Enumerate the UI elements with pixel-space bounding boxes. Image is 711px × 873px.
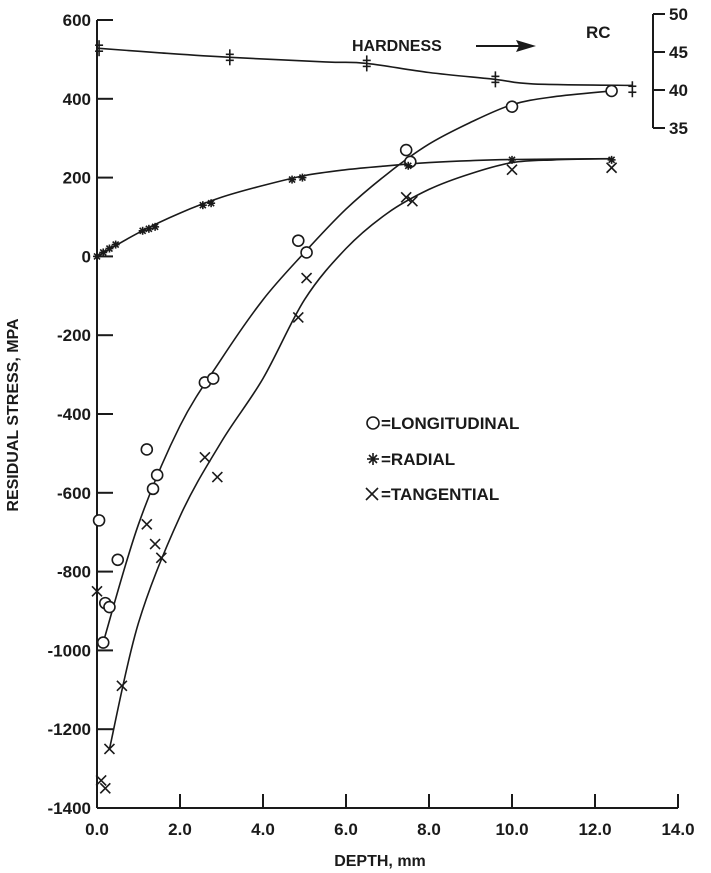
y-tick-label: -1400 [48,799,91,818]
legend-label-longitudinal: =LONGITUDINAL [381,414,519,433]
tangential-point [301,272,313,284]
tangential-point [155,552,167,564]
radial-point [298,173,307,182]
hardness-annotation: HARDNESS [352,38,536,55]
tangential-point [116,680,128,692]
x-tick-label: 10.0 [495,820,528,839]
legend-entry-tangential: =TANGENTIAL [365,485,499,504]
radial-point [207,199,216,208]
radial-point [99,248,108,257]
radial-point [607,155,616,164]
radial-point [198,201,207,210]
data-points [91,40,637,794]
tangential-point [141,518,153,530]
longitudinal-point [605,84,618,98]
x-tick-label: 2.0 [168,820,192,839]
tangential-point [211,471,223,483]
hardness-point [362,55,371,72]
y-tick-label: 200 [63,169,91,188]
longitudinal-point [206,372,220,385]
longitudinal-point [111,553,125,567]
longitudinal-point [92,514,106,527]
tangential-point [292,311,304,324]
fit-curves [96,47,633,750]
x-tick-label: 4.0 [251,820,275,839]
radial-point [508,155,516,164]
y-tick-label: -400 [57,405,91,424]
tangential-point [99,782,111,794]
y-tick-label: -1000 [48,641,91,660]
tangential-point [606,162,618,174]
axes [96,14,678,809]
secondary-tick-label: 50 [669,5,688,24]
legend-entry-radial: =RADIAL [367,450,455,469]
legend-star-icon [367,453,379,465]
hardness-point [491,71,500,88]
x-tick-label: 8.0 [417,820,441,839]
y-tick-label: -600 [57,484,91,503]
y-tick-label: 600 [63,11,91,30]
tangential-point [406,195,418,207]
secondary-tick-label: 45 [669,43,688,62]
hardness-point [95,40,104,57]
tangential-point [95,774,107,786]
ticks [96,13,679,809]
secondary-tick-label: 35 [669,119,688,138]
hardness-arrow-head [516,40,536,52]
longitudinal-point [150,468,164,482]
radial-point [404,161,413,170]
secondary-axis-title: RC [586,23,611,42]
y-tick-label: 400 [63,90,91,109]
x-tick-label: 14.0 [661,820,694,839]
x-tick-label: 0.0 [85,820,109,839]
radial-point [288,175,297,184]
tangential-point [103,743,116,755]
legend-label-tangential: =TANGENTIAL [381,485,499,504]
tangential-curve [108,157,612,750]
x-tick-label: 12.0 [578,820,611,839]
legend-entry-longitudinal: =LONGITUDINAL [366,414,519,433]
tangential-point [400,191,412,203]
longitudinal-point [103,600,116,614]
longitudinal-point [300,246,313,259]
x-tick-label: 6.0 [334,820,358,839]
radial-point [105,244,114,253]
longitudinal-point [399,143,413,157]
longitudinal-curve [102,90,612,643]
legend-circle-icon [366,416,380,430]
longitudinal-point [96,636,110,649]
longitudinal-point [505,100,519,113]
longitudinal-point [291,234,305,247]
hardness-point [225,49,234,66]
x-axis-title: DEPTH, mm [334,853,426,870]
tick-labels: 600 400 200 0 -200 -400 -600 -800 -1000 -1200 -140… [48,5,695,839]
tangential-point [149,538,161,550]
tangential-point [506,164,518,176]
radial-point [93,252,101,261]
y-axis-title: RESIDUAL STRESS, MPA [5,318,22,512]
radial-curve [96,157,612,258]
longitudinal-point [140,443,154,456]
radial-point [138,226,147,235]
legend: =LONGITUDINAL =RADIAL =TANGENTIAL [365,414,519,504]
tangential-point [91,585,103,597]
radial-point [111,240,120,249]
hardness-label: HARDNESS [352,38,442,55]
longitudinal-point [146,482,160,496]
y-tick-label: -200 [57,326,91,345]
y-tick-label: -800 [57,563,91,582]
secondary-tick-label: 40 [669,81,688,100]
y-tick-label: -1200 [48,720,91,739]
hardness-point [628,81,637,98]
tangential-point [199,451,211,463]
legend-x-icon [365,487,379,501]
y-tick-label: 0 [82,247,91,266]
radial-point [144,224,153,233]
radial-point [151,222,160,231]
legend-label-radial: =RADIAL [381,450,455,469]
